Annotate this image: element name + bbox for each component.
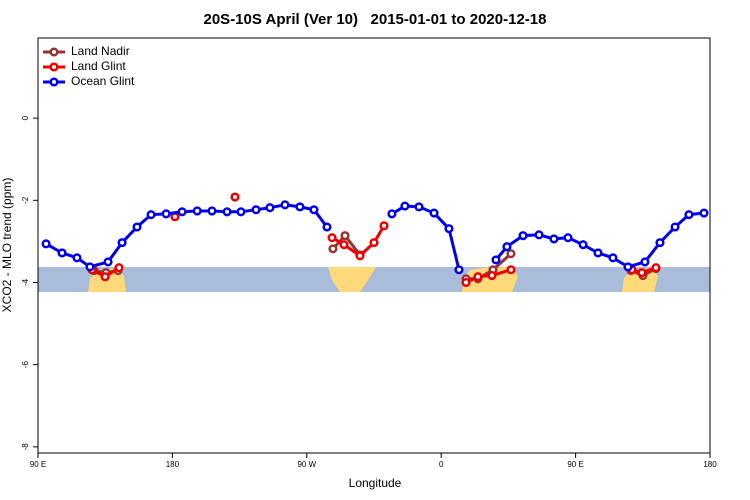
data-point xyxy=(161,209,171,219)
y-axis-label: XCO2 - MLO trend (ppm) xyxy=(0,178,14,313)
x-tick-label: 90 E xyxy=(30,460,46,469)
x-tick-label: 90 E xyxy=(567,460,583,469)
data-point xyxy=(340,231,350,241)
legend-marker xyxy=(49,62,59,72)
data-point xyxy=(518,231,528,241)
data-point xyxy=(114,263,124,273)
data-point xyxy=(100,272,110,282)
data-point xyxy=(41,239,51,249)
data-point xyxy=(400,201,410,211)
data-point xyxy=(534,230,544,240)
data-point xyxy=(578,240,588,250)
data-point xyxy=(549,234,559,244)
x-tick-label: 90 W xyxy=(297,460,316,469)
data-point xyxy=(623,262,633,272)
data-point xyxy=(57,248,67,258)
data-point xyxy=(608,253,618,263)
y-tick-label: -6 xyxy=(21,361,30,369)
plot-frame xyxy=(37,37,711,454)
y-tick-label: -8 xyxy=(21,443,30,451)
data-point xyxy=(103,257,113,267)
data-point xyxy=(461,277,471,288)
data-point xyxy=(309,205,319,215)
data-point xyxy=(454,265,464,275)
chart-title: 20S-10S April (Ver 10) 2015-01-01 to 202… xyxy=(204,11,547,28)
data-point xyxy=(491,255,501,265)
data-point xyxy=(177,207,187,217)
data-point xyxy=(192,206,202,216)
legend-marker xyxy=(49,77,59,87)
series-line xyxy=(45,203,705,271)
data-point xyxy=(487,270,497,281)
data-point xyxy=(414,202,424,212)
y-tick-label: -2 xyxy=(21,196,30,204)
data-point xyxy=(207,206,217,216)
data-point xyxy=(230,192,240,202)
data-point xyxy=(85,262,95,272)
legend-label: Land Glint xyxy=(71,59,126,73)
data-point xyxy=(251,205,261,215)
ocean-band xyxy=(38,267,710,292)
x-tick-label: 0 xyxy=(439,460,444,469)
data-point xyxy=(322,222,332,232)
data-point xyxy=(295,202,305,212)
data-point xyxy=(444,224,454,234)
data-point xyxy=(379,221,389,231)
data-point xyxy=(506,265,516,275)
data-point xyxy=(684,210,694,220)
data-point xyxy=(506,249,516,259)
legend-marker xyxy=(49,47,59,57)
data-point xyxy=(265,203,275,213)
data-point xyxy=(132,222,142,232)
y-tick-label: 0 xyxy=(21,115,30,120)
data-point xyxy=(369,238,379,248)
data-point xyxy=(236,207,246,217)
y-tick-label: -4 xyxy=(21,278,30,286)
series xyxy=(41,200,709,275)
legend-label: Land Nadir xyxy=(71,44,130,58)
data-point xyxy=(222,207,232,217)
data-point xyxy=(429,208,439,218)
data-point xyxy=(327,233,337,243)
data-point xyxy=(328,244,338,254)
data-point xyxy=(670,222,680,232)
data-point xyxy=(651,263,661,273)
data-point xyxy=(117,238,127,248)
data-point xyxy=(593,248,603,258)
land-area xyxy=(328,267,376,292)
data-point xyxy=(72,253,82,263)
map-strip xyxy=(38,267,710,292)
data-point xyxy=(339,240,349,250)
data-point xyxy=(473,272,483,282)
x-tick-label: 180 xyxy=(703,460,717,469)
x-tick-label: 180 xyxy=(166,460,180,469)
data-point xyxy=(355,251,365,261)
x-axis-label: Longitude xyxy=(349,476,402,490)
data-point xyxy=(280,200,290,210)
data-point xyxy=(146,210,156,220)
data-point xyxy=(563,233,573,243)
data-point xyxy=(640,257,650,267)
data-point xyxy=(637,268,647,278)
data-point xyxy=(655,238,665,248)
data-point xyxy=(387,209,397,219)
legend-label: Ocean Glint xyxy=(71,74,135,88)
data-point xyxy=(502,242,512,252)
data-point xyxy=(699,208,709,218)
